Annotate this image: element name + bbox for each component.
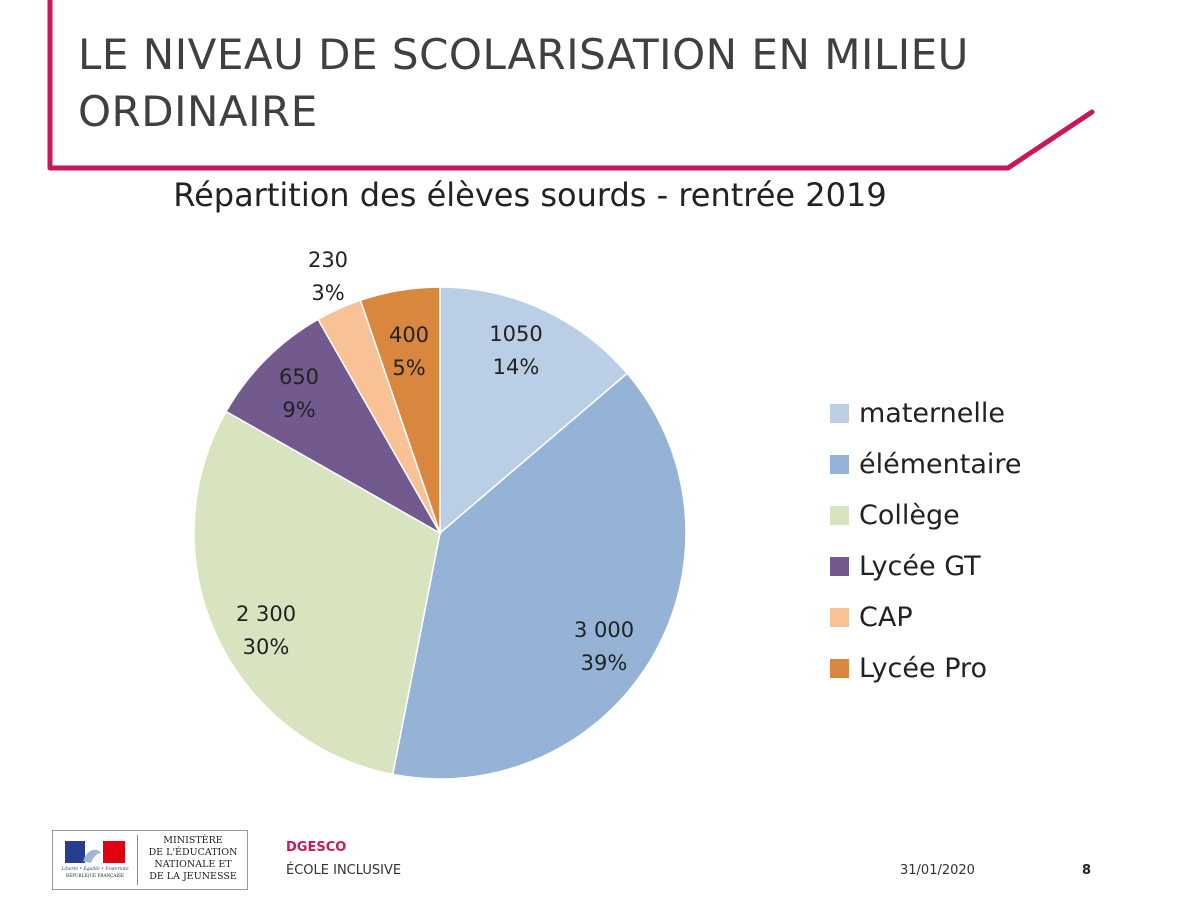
page-number: 8 bbox=[1082, 863, 1092, 878]
legend-label: Lycée Pro bbox=[859, 653, 988, 684]
pie-slice-elementaire bbox=[391, 372, 687, 780]
data-label-value-lycee-pro: 400 bbox=[389, 323, 429, 347]
legend-label: maternelle bbox=[859, 398, 1006, 429]
pie-slice-maternelle bbox=[439, 286, 629, 535]
slide-title-line-2: ORDINAIRE bbox=[78, 87, 318, 136]
legend-swatch bbox=[830, 404, 849, 423]
org-subtitle: ÉCOLE INCLUSIVE bbox=[286, 863, 402, 878]
data-label-value-maternelle: 1050 bbox=[489, 322, 542, 346]
slide-title: LE NIVEAU DE SCOLARISATION EN MILIEU ORD… bbox=[78, 26, 978, 140]
footer: Liberté • Égalité • Fraternité RÉPUBLIQU… bbox=[0, 820, 1190, 907]
legend-label: élémentaire bbox=[859, 449, 1022, 480]
legend-item-maternelle: maternelle bbox=[830, 388, 1022, 439]
data-label-percent-college: 30% bbox=[243, 635, 290, 659]
title-frame-line bbox=[47, 0, 1095, 171]
legend-swatch bbox=[830, 506, 849, 525]
legend-swatch bbox=[830, 659, 849, 678]
legend-label: Lycée GT bbox=[859, 551, 981, 582]
data-label-value-elementaire: 3 000 bbox=[574, 618, 634, 642]
slide-date: 31/01/2020 bbox=[900, 863, 975, 878]
legend-item-elementaire: élémentaire bbox=[830, 439, 1022, 490]
svg-text:RÉPUBLIQUE FRANÇAISE: RÉPUBLIQUE FRANÇAISE bbox=[66, 873, 124, 878]
data-label-percent-lycee-pro: 5% bbox=[392, 356, 425, 380]
legend-item-cap: CAP bbox=[830, 592, 1022, 643]
data-label-value-lycee-gt: 650 bbox=[279, 365, 319, 389]
logo-divider bbox=[137, 835, 138, 885]
legend-swatch bbox=[830, 608, 849, 627]
data-label-percent-maternelle: 14% bbox=[493, 355, 540, 379]
legend-item-lycee-pro: Lycée Pro bbox=[830, 643, 1022, 694]
legend-item-lycee-gt: Lycée GT bbox=[830, 541, 1022, 592]
legend-swatch bbox=[830, 557, 849, 576]
legend-item-college: Collège bbox=[830, 490, 1022, 541]
data-label-value-college: 2 300 bbox=[236, 602, 296, 626]
legend-label: Collège bbox=[859, 500, 960, 531]
org-name: DGESCO bbox=[286, 840, 347, 855]
pie-slice-lycee-pro bbox=[359, 286, 441, 534]
data-label-percent-lycee-gt: 9% bbox=[282, 398, 315, 422]
data-label-percent-elementaire: 39% bbox=[581, 651, 628, 675]
legend-swatch bbox=[830, 455, 849, 474]
title-frame bbox=[47, 0, 1095, 171]
chart-title: Répartition des élèves sourds - rentrée … bbox=[173, 176, 887, 214]
pie-slice-college bbox=[193, 410, 441, 776]
ministry-name: MINISTÈRE DE L'ÉDUCATION NATIONALE ET DE… bbox=[148, 835, 238, 882]
chart-legend: maternelle élémentaire Collège Lycée GT CAP L… bbox=[830, 388, 1022, 694]
svg-text:Liberté • Égalité • Fraternité: Liberté • Égalité • Fraternité bbox=[61, 864, 129, 872]
slide-title-line-1: LE NIVEAU DE SCOLARISATION EN MILIEU bbox=[78, 30, 969, 79]
legend-label: CAP bbox=[859, 602, 913, 633]
data-label-value-cap: 230 bbox=[308, 248, 348, 272]
marianne-flag-icon: Liberté • Égalité • Fraternité RÉPUBLIQU… bbox=[61, 841, 129, 878]
pie-slice-lycee-gt bbox=[225, 318, 443, 536]
data-label-percent-cap: 3% bbox=[311, 281, 344, 305]
ministry-logo: Liberté • Égalité • Fraternité RÉPUBLIQU… bbox=[52, 830, 248, 890]
